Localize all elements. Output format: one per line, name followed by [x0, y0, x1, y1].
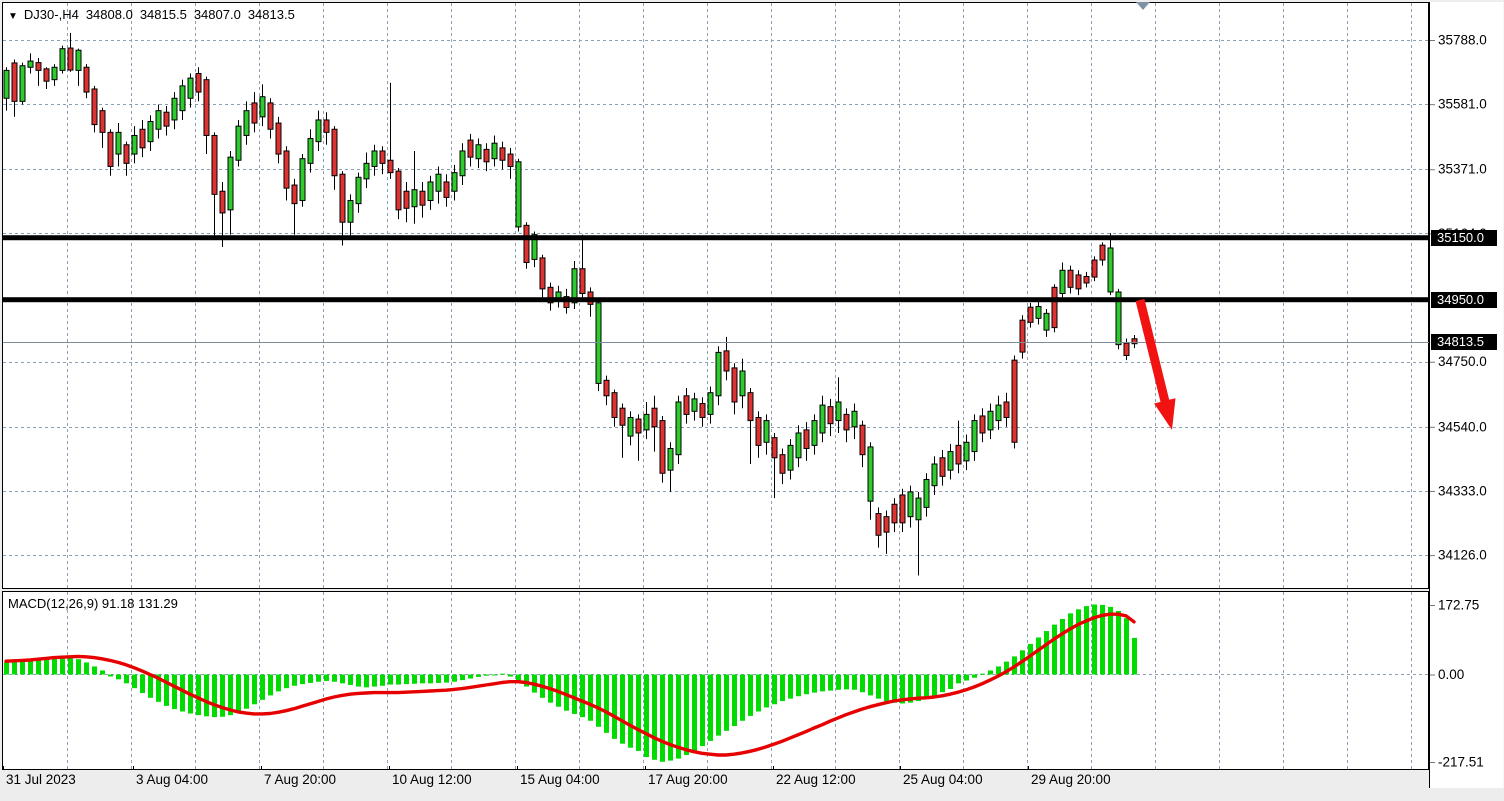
candlesticks [3, 32, 1138, 576]
price-axis-label: 34333.0 [1438, 483, 1487, 498]
support-resistance-lines[interactable] [3, 235, 1429, 303]
chart-title: ▼ DJ30-,H4 34808.0 34815.5 34807.0 34813.5 [8, 7, 302, 22]
time-axis-label: 25 Aug 04:00 [903, 772, 983, 787]
ohlc-low: 34807.0 [193, 7, 241, 22]
price-axis-label: 35581.0 [1438, 97, 1487, 112]
price-axis-label: 34750.0 [1438, 354, 1487, 369]
time-axis-label: 17 Aug 20:00 [648, 772, 728, 787]
price-axis-label: 35788.0 [1438, 33, 1487, 48]
macd-histogram [4, 604, 1137, 762]
time-axis-label: 7 Aug 20:00 [264, 772, 336, 787]
main-pane[interactable] [2, 2, 1429, 589]
time-axis-label: 29 Aug 20:00 [1031, 772, 1111, 787]
ohlc-high: 34815.5 [139, 7, 187, 22]
chart-shift-marker-icon [1136, 2, 1150, 10]
ohlc-open: 34808.0 [85, 7, 133, 22]
price-axis-label: 34126.0 [1438, 548, 1487, 563]
time-axis-label: 10 Aug 12:00 [392, 772, 472, 787]
time-axis: 31 Jul 2023 3 Aug 04:00 7 Aug 20:00 10 Aug … [3, 766, 1111, 787]
time-axis-label: 22 Aug 12:00 [776, 772, 856, 787]
price-axis-label: 34540.0 [1438, 419, 1487, 434]
macd-axis-label: 172.75 [1438, 598, 1479, 613]
price-level-box: 35150.0 [1431, 229, 1497, 246]
price-axis-label: 35371.0 [1438, 162, 1487, 177]
ohlc-close: 34813.5 [247, 7, 295, 22]
macd-axis-label: 0.00 [1438, 667, 1464, 682]
time-axis-label: 31 Jul 2023 [6, 772, 76, 787]
macd-indicator-label: MACD(12,26,9) 91.18 131.29 [8, 596, 178, 611]
price-level-box: 34813.5 [1431, 334, 1497, 351]
macd-signal-line [4, 612, 1136, 757]
price-level-box: 34950.0 [1431, 291, 1497, 308]
price-scale-labels: 35788.035581.035371.035164.034750.034540… [1430, 33, 1487, 770]
time-axis-label: 15 Aug 04:00 [520, 772, 600, 787]
trend-arrow[interactable] [1135, 298, 1176, 430]
collapse-arrow-icon[interactable]: ▼ [8, 11, 18, 22]
price-scale-column[interactable] [1429, 2, 1504, 788]
time-axis-label: 3 Aug 04:00 [136, 772, 208, 787]
macd-axis-label: -217.51 [1438, 755, 1484, 770]
instrument-label: DJ30-,H4 [23, 7, 79, 22]
